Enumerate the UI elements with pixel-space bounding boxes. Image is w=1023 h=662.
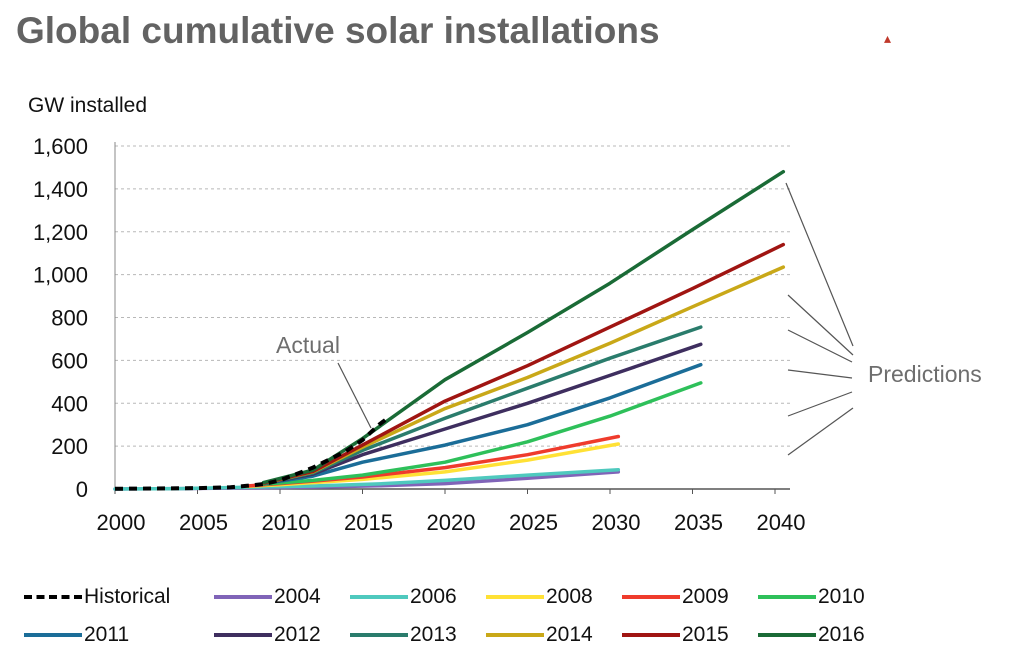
legend-label: 2013 <box>410 623 457 646</box>
legend-label: 2016 <box>818 623 865 646</box>
legend-row: 2011 2012 2013 2014 2015 2016 <box>24 616 1014 654</box>
legend-item-2006: 2006 <box>350 585 486 609</box>
y-tick-label: 1,000 <box>33 263 88 288</box>
x-tick-label: 2035 <box>674 510 723 535</box>
legend-swatch <box>350 633 408 637</box>
y-tick-label: 600 <box>51 348 88 373</box>
y-tick-label: 1,600 <box>33 134 88 159</box>
legend-swatch <box>758 633 816 637</box>
predictions-pointer-line <box>787 329 853 363</box>
x-tick-label: 2030 <box>592 510 641 535</box>
legend-item-2010: 2010 <box>758 585 894 609</box>
legend-swatch <box>350 595 408 599</box>
legend-label: 2012 <box>274 623 321 646</box>
legend-swatch <box>758 595 816 599</box>
legend-item-2016: 2016 <box>758 623 894 647</box>
series-line-historical <box>114 415 391 491</box>
legend-item-2014: 2014 <box>486 623 622 647</box>
x-tick-label: 2020 <box>427 510 476 535</box>
predictions-pointer-line <box>785 182 854 347</box>
legend-item-2011: 2011 <box>24 623 214 647</box>
x-tick-label: 2015 <box>344 510 393 535</box>
legend-swatch <box>24 633 82 637</box>
y-tick-label: 1,400 <box>33 177 88 202</box>
annotations: Actual Predictions <box>276 182 982 456</box>
legend-item-historical: Historical <box>24 585 214 609</box>
legend-item-2012: 2012 <box>214 623 350 647</box>
x-tick-label: 2005 <box>179 510 228 535</box>
legend-label: 2011 <box>84 623 130 646</box>
legend-item-2008: 2008 <box>486 585 622 609</box>
legend-swatch <box>24 595 82 599</box>
y-tick-label: 0 <box>76 477 88 502</box>
legend-label: 2014 <box>546 623 593 646</box>
y-axis-label: GW installed <box>28 94 147 117</box>
legend-label: Historical <box>84 585 171 608</box>
actual-annotation: Actual <box>276 332 340 358</box>
legend-label: 2006 <box>410 585 457 608</box>
legend-swatch <box>622 595 680 599</box>
x-tick-label: 2010 <box>262 510 311 535</box>
legend-item-2004: 2004 <box>214 585 350 609</box>
legend-label: 2004 <box>274 585 321 608</box>
y-tick-label: 800 <box>51 306 88 331</box>
legend-row: Historical 2004 2006 2008 2009 2010 <box>24 578 1014 616</box>
legend: Historical 2004 2006 2008 2009 2010 2011 2012 20… <box>24 578 1014 654</box>
predictions-pointer-line <box>787 391 853 417</box>
series-line-2010 <box>261 381 703 487</box>
legend-swatch <box>214 633 272 637</box>
legend-swatch <box>486 595 544 599</box>
predictions-pointer-line <box>787 369 853 379</box>
legend-item-2009: 2009 <box>622 585 758 609</box>
series-line-2016 <box>261 169 786 485</box>
predictions-pointer-line <box>787 407 854 456</box>
series-line-2015 <box>261 242 786 485</box>
legend-swatch <box>214 595 272 599</box>
x-tick-label: 2025 <box>509 510 558 535</box>
y-tick-label: 200 <box>51 434 88 459</box>
predictions-annotation: Predictions <box>868 361 982 387</box>
x-tick-labels: 2000 2005 2010 2015 2020 2025 2030 2035 2040 <box>97 510 806 535</box>
legend-item-2013: 2013 <box>350 623 486 647</box>
legend-label: 2015 <box>682 623 729 646</box>
predictions-pointer-line <box>787 294 854 356</box>
series-line-2011 <box>261 362 703 486</box>
corner-mark-icon: ▴ <box>884 30 892 46</box>
y-tick-label: 1,200 <box>33 220 88 245</box>
page-title: Global cumulative solar installations <box>16 10 660 51</box>
x-tick-label: 2040 <box>757 510 806 535</box>
legend-label: 2010 <box>818 585 865 608</box>
grid-lines <box>115 145 790 447</box>
actual-pointer-line <box>337 362 372 429</box>
y-tick-label: 400 <box>51 391 88 416</box>
legend-item-2015: 2015 <box>622 623 758 647</box>
legend-label: 2008 <box>546 585 593 608</box>
legend-swatch <box>622 633 680 637</box>
x-tick-label: 2000 <box>97 510 146 535</box>
legend-swatch <box>486 633 544 637</box>
y-tick-labels: 0 200 400 600 800 1,000 1,200 1,400 1,600 <box>33 134 88 502</box>
series-lines <box>113 169 786 491</box>
legend-label: 2009 <box>682 585 729 608</box>
